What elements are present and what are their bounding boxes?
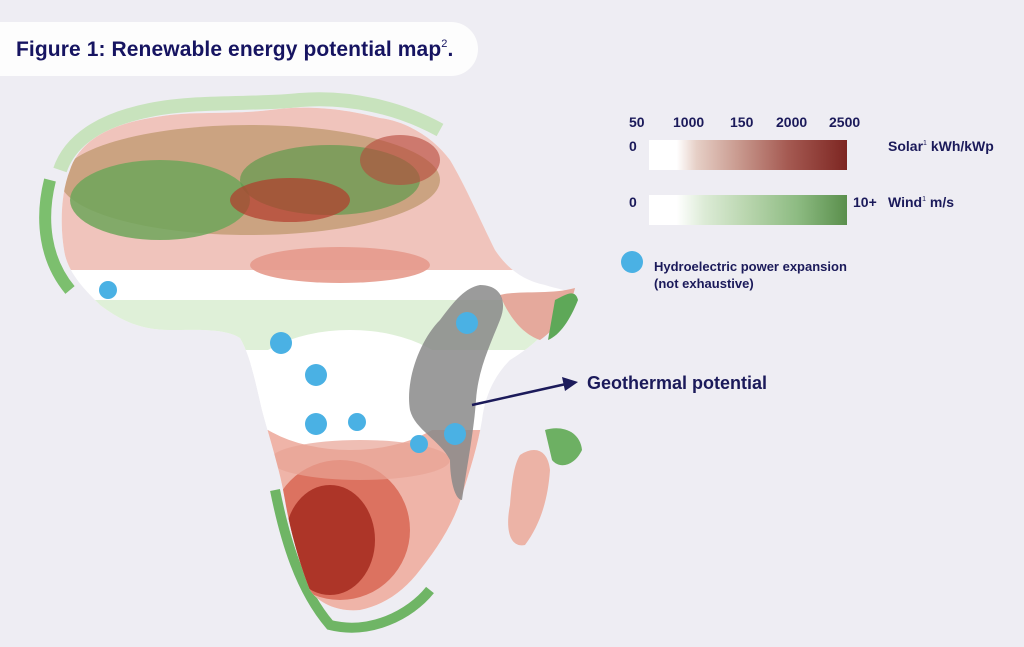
horn-wind-zone <box>548 293 578 340</box>
solar-label: Solar1 kWh/kWp <box>888 138 994 154</box>
hydro-legend-line2: (not exhaustive) <box>654 276 754 291</box>
madagascar <box>508 450 550 546</box>
solar-color-scale <box>649 140 847 170</box>
solar-tick-1: 1000 <box>673 114 705 130</box>
wind-min-label: 0 <box>629 194 637 210</box>
solar-tick-0: 50 <box>629 114 645 130</box>
arrow-head-icon <box>562 377 578 391</box>
solar-tick-3: 2000 <box>776 114 808 130</box>
geothermal-label: Geothermal potential <box>587 373 768 393</box>
geothermal-zone <box>409 285 504 500</box>
title-footnote: 2 <box>441 38 448 50</box>
coastal-wind-south <box>270 489 434 633</box>
title-background <box>0 22 478 76</box>
solar-tick-2: 150 <box>730 114 754 130</box>
wind-color-scale <box>649 195 847 225</box>
figure-title: Figure 1: Renewable energy potential map… <box>16 38 454 61</box>
hydro-legend-dot-icon <box>621 251 643 273</box>
coastal-wind-west <box>39 178 75 294</box>
wind-label: Wind1 m/s <box>888 194 955 210</box>
hydro-sites <box>99 281 478 453</box>
hydro-legend-line1: Hydroelectric power expansion <box>654 259 847 274</box>
solar-tick-4: 2500 <box>829 114 861 130</box>
wind-max-label: 10+ <box>853 194 877 210</box>
madagascar-wind-zone <box>545 428 582 466</box>
coastal-wind-north <box>53 92 444 173</box>
geothermal-arrow <box>471 382 567 407</box>
solar-min-label: 0 <box>629 138 637 154</box>
